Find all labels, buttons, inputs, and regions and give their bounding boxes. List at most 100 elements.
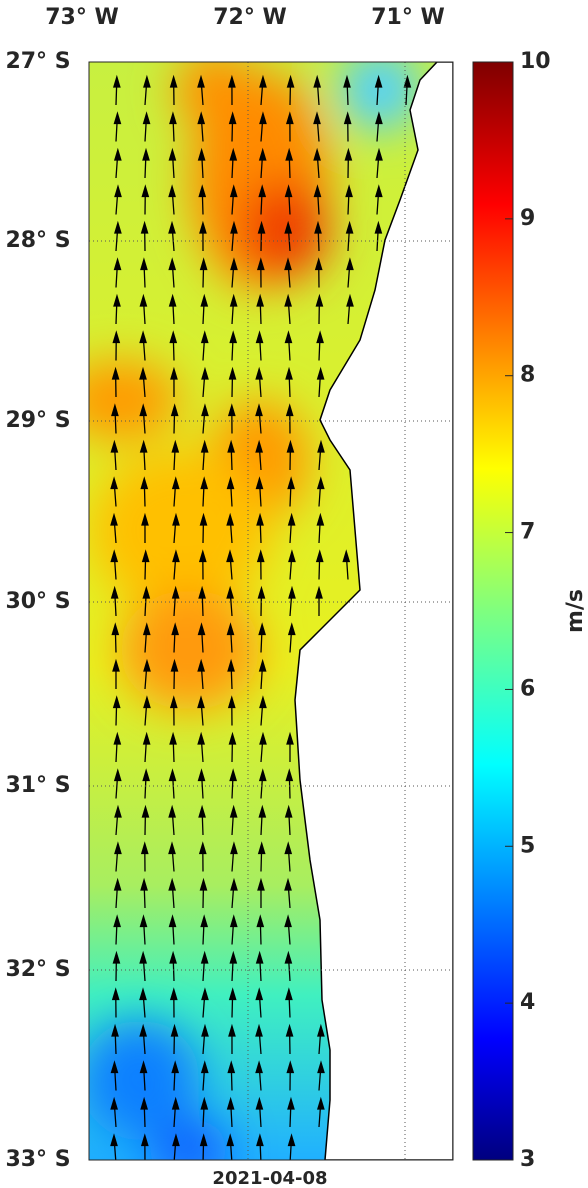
wind-arrow: [259, 731, 267, 763]
wind-arrow: [256, 293, 264, 325]
wind-arrow: [228, 731, 237, 763]
wind-arrow: [198, 804, 206, 836]
wind-arrow: [255, 330, 264, 361]
wind-arrow: [168, 914, 177, 945]
wind-arrow: [255, 1023, 263, 1055]
wind-arrow: [226, 585, 234, 617]
wind-arrow: [143, 74, 151, 106]
wind-arrow: [169, 950, 177, 982]
wind-arrow: [200, 330, 209, 361]
wind-arrow: [284, 293, 292, 325]
wind-arrow: [284, 804, 293, 836]
wind-arrow: [285, 366, 293, 398]
wind-arrow: [201, 987, 209, 1018]
wind-arrow: [168, 877, 177, 909]
wind-arrow: [346, 257, 354, 288]
wind-arrow: [230, 841, 238, 872]
wind-arrow: [285, 1023, 294, 1055]
wind-arrow: [110, 1133, 118, 1160]
wind-arrow: [255, 1096, 264, 1128]
wind-arrow: [315, 585, 323, 617]
wind-arrow: [257, 220, 266, 252]
wind-arrow: [113, 293, 121, 325]
colorbar-tick-label: 9: [520, 206, 535, 231]
wind-arrow: [316, 330, 324, 361]
lon-label: 72° W: [213, 5, 287, 30]
wind-arrow: [112, 658, 120, 690]
wind-arrow: [226, 622, 235, 653]
colorbar: [472, 61, 514, 1161]
wind-arrow: [313, 111, 321, 142]
wind-arrow: [374, 184, 383, 215]
wind-arrow: [285, 147, 294, 179]
wind-arrow: [111, 987, 120, 1018]
wind-arrow: [287, 622, 296, 653]
wind-arrow: [142, 111, 151, 142]
wind-arrow: [344, 147, 353, 179]
wind-arrow: [112, 950, 121, 982]
wind-field: [89, 62, 453, 1160]
wind-arrow: [171, 476, 180, 507]
lat-label: 30° S: [5, 589, 70, 614]
wind-arrow: [170, 1023, 179, 1055]
wind-arrow: [258, 622, 266, 653]
wind-arrow: [228, 1023, 236, 1055]
wind-arrow: [229, 184, 238, 215]
wind-arrow: [256, 914, 265, 945]
wind-arrow: [226, 1133, 235, 1160]
wind-arrow: [284, 257, 292, 288]
wind-arrow: [226, 512, 235, 544]
wind-arrow: [172, 1133, 180, 1160]
colorbar-tick-label: 7: [520, 520, 535, 545]
wind-arrow: [345, 184, 353, 215]
wind-arrow: [169, 987, 178, 1018]
wind-arrow: [139, 293, 148, 325]
wind-arrow: [110, 1060, 119, 1091]
wind-arrow: [168, 841, 176, 872]
wind-arrow: [230, 220, 238, 252]
wind-arrow: [228, 111, 237, 142]
wind-arrow: [284, 220, 293, 252]
wind-arrow: [286, 439, 295, 471]
wind-arrow: [112, 695, 121, 726]
wind-arrow: [230, 877, 238, 909]
wind-arrow: [200, 293, 209, 325]
wind-arrow: [258, 184, 267, 215]
wind-arrow: [346, 293, 354, 325]
wind-arrow: [141, 804, 150, 836]
wind-arrow: [226, 1096, 235, 1128]
wind-arrow: [259, 695, 267, 726]
wind-arrow: [200, 439, 209, 471]
wind-arrow: [229, 768, 238, 799]
wind-arrow: [140, 476, 149, 507]
wind-arrow: [111, 366, 120, 398]
wind-arrow: [255, 950, 264, 982]
wind-arrow: [284, 914, 292, 945]
wind-arrows: [110, 74, 412, 1160]
wind-arrow: [200, 950, 209, 982]
wind-arrow: [142, 585, 151, 617]
wind-arrow: [197, 74, 205, 106]
wind-arrow: [227, 695, 236, 726]
wind-arrow: [227, 658, 235, 690]
wind-arrow: [110, 1096, 118, 1128]
wind-arrow: [285, 987, 293, 1018]
wind-arrow: [197, 147, 206, 179]
wind-arrow: [171, 439, 180, 471]
wind-arrow: [259, 111, 267, 142]
wind-arrow: [139, 439, 148, 471]
lat-label: 33° S: [5, 1147, 70, 1172]
wind-arrow: [286, 731, 294, 763]
lon-label: 73° W: [45, 5, 119, 30]
wind-arrow: [139, 1023, 148, 1055]
wind-arrow: [256, 512, 264, 544]
wind-arrow: [143, 695, 151, 726]
wind-arrow: [168, 184, 176, 215]
wind-arrow: [229, 330, 238, 361]
wind-arrow: [316, 1096, 325, 1128]
wind-arrow: [317, 439, 325, 471]
lat-label: 32° S: [5, 957, 70, 982]
wind-arrow: [140, 1096, 148, 1128]
colorbar-label: m/s: [563, 589, 588, 633]
